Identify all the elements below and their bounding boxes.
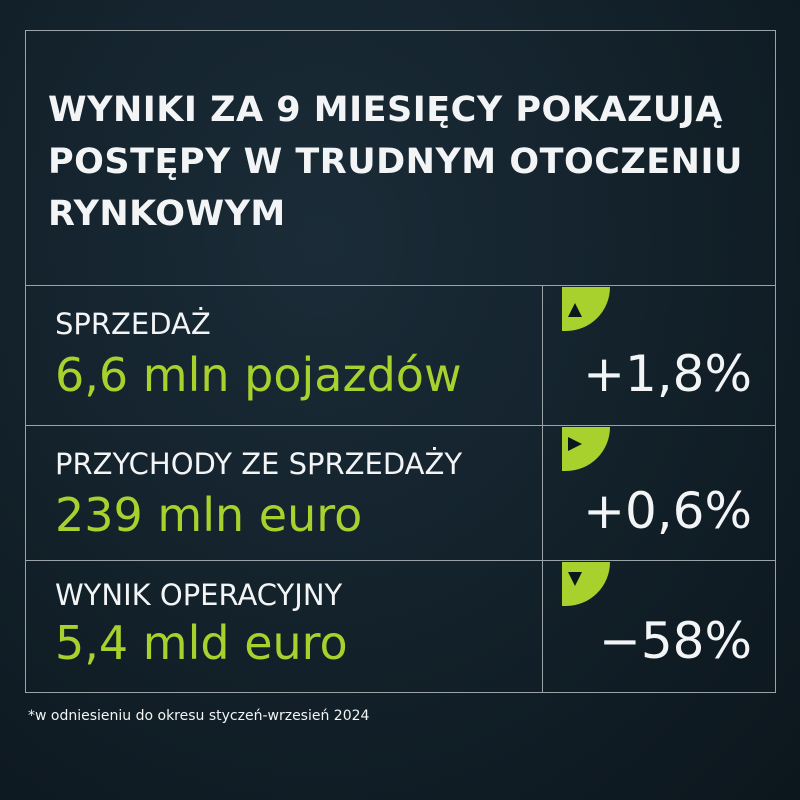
row-change: +0,6% — [583, 482, 752, 540]
footnote: *w odniesieniu do okresu styczeń-wrzesie… — [28, 708, 370, 724]
row-label: WYNIK OPERACYJNY — [55, 578, 343, 612]
row-change: +1,8% — [583, 345, 752, 403]
divider — [542, 285, 543, 693]
down-icon — [562, 562, 610, 606]
title: WYNIKI ZA 9 MIESIĘCY POKAZUJĄ POSTĘPY W … — [48, 90, 743, 234]
row-value: 6,6 mln pojazdów — [55, 348, 462, 402]
divider — [25, 285, 776, 286]
up-icon — [562, 287, 610, 331]
row-label: PRZYCHODY ZE SPRZEDAŻY — [55, 447, 463, 481]
row-change: −58% — [598, 612, 752, 670]
row-label: SPRZEDAŻ — [55, 307, 211, 341]
divider — [25, 425, 776, 426]
row-value: 239 mln euro — [55, 488, 363, 542]
right-icon — [562, 427, 610, 471]
frame — [25, 30, 776, 693]
row-value: 5,4 mld euro — [55, 616, 348, 670]
divider — [25, 560, 776, 561]
